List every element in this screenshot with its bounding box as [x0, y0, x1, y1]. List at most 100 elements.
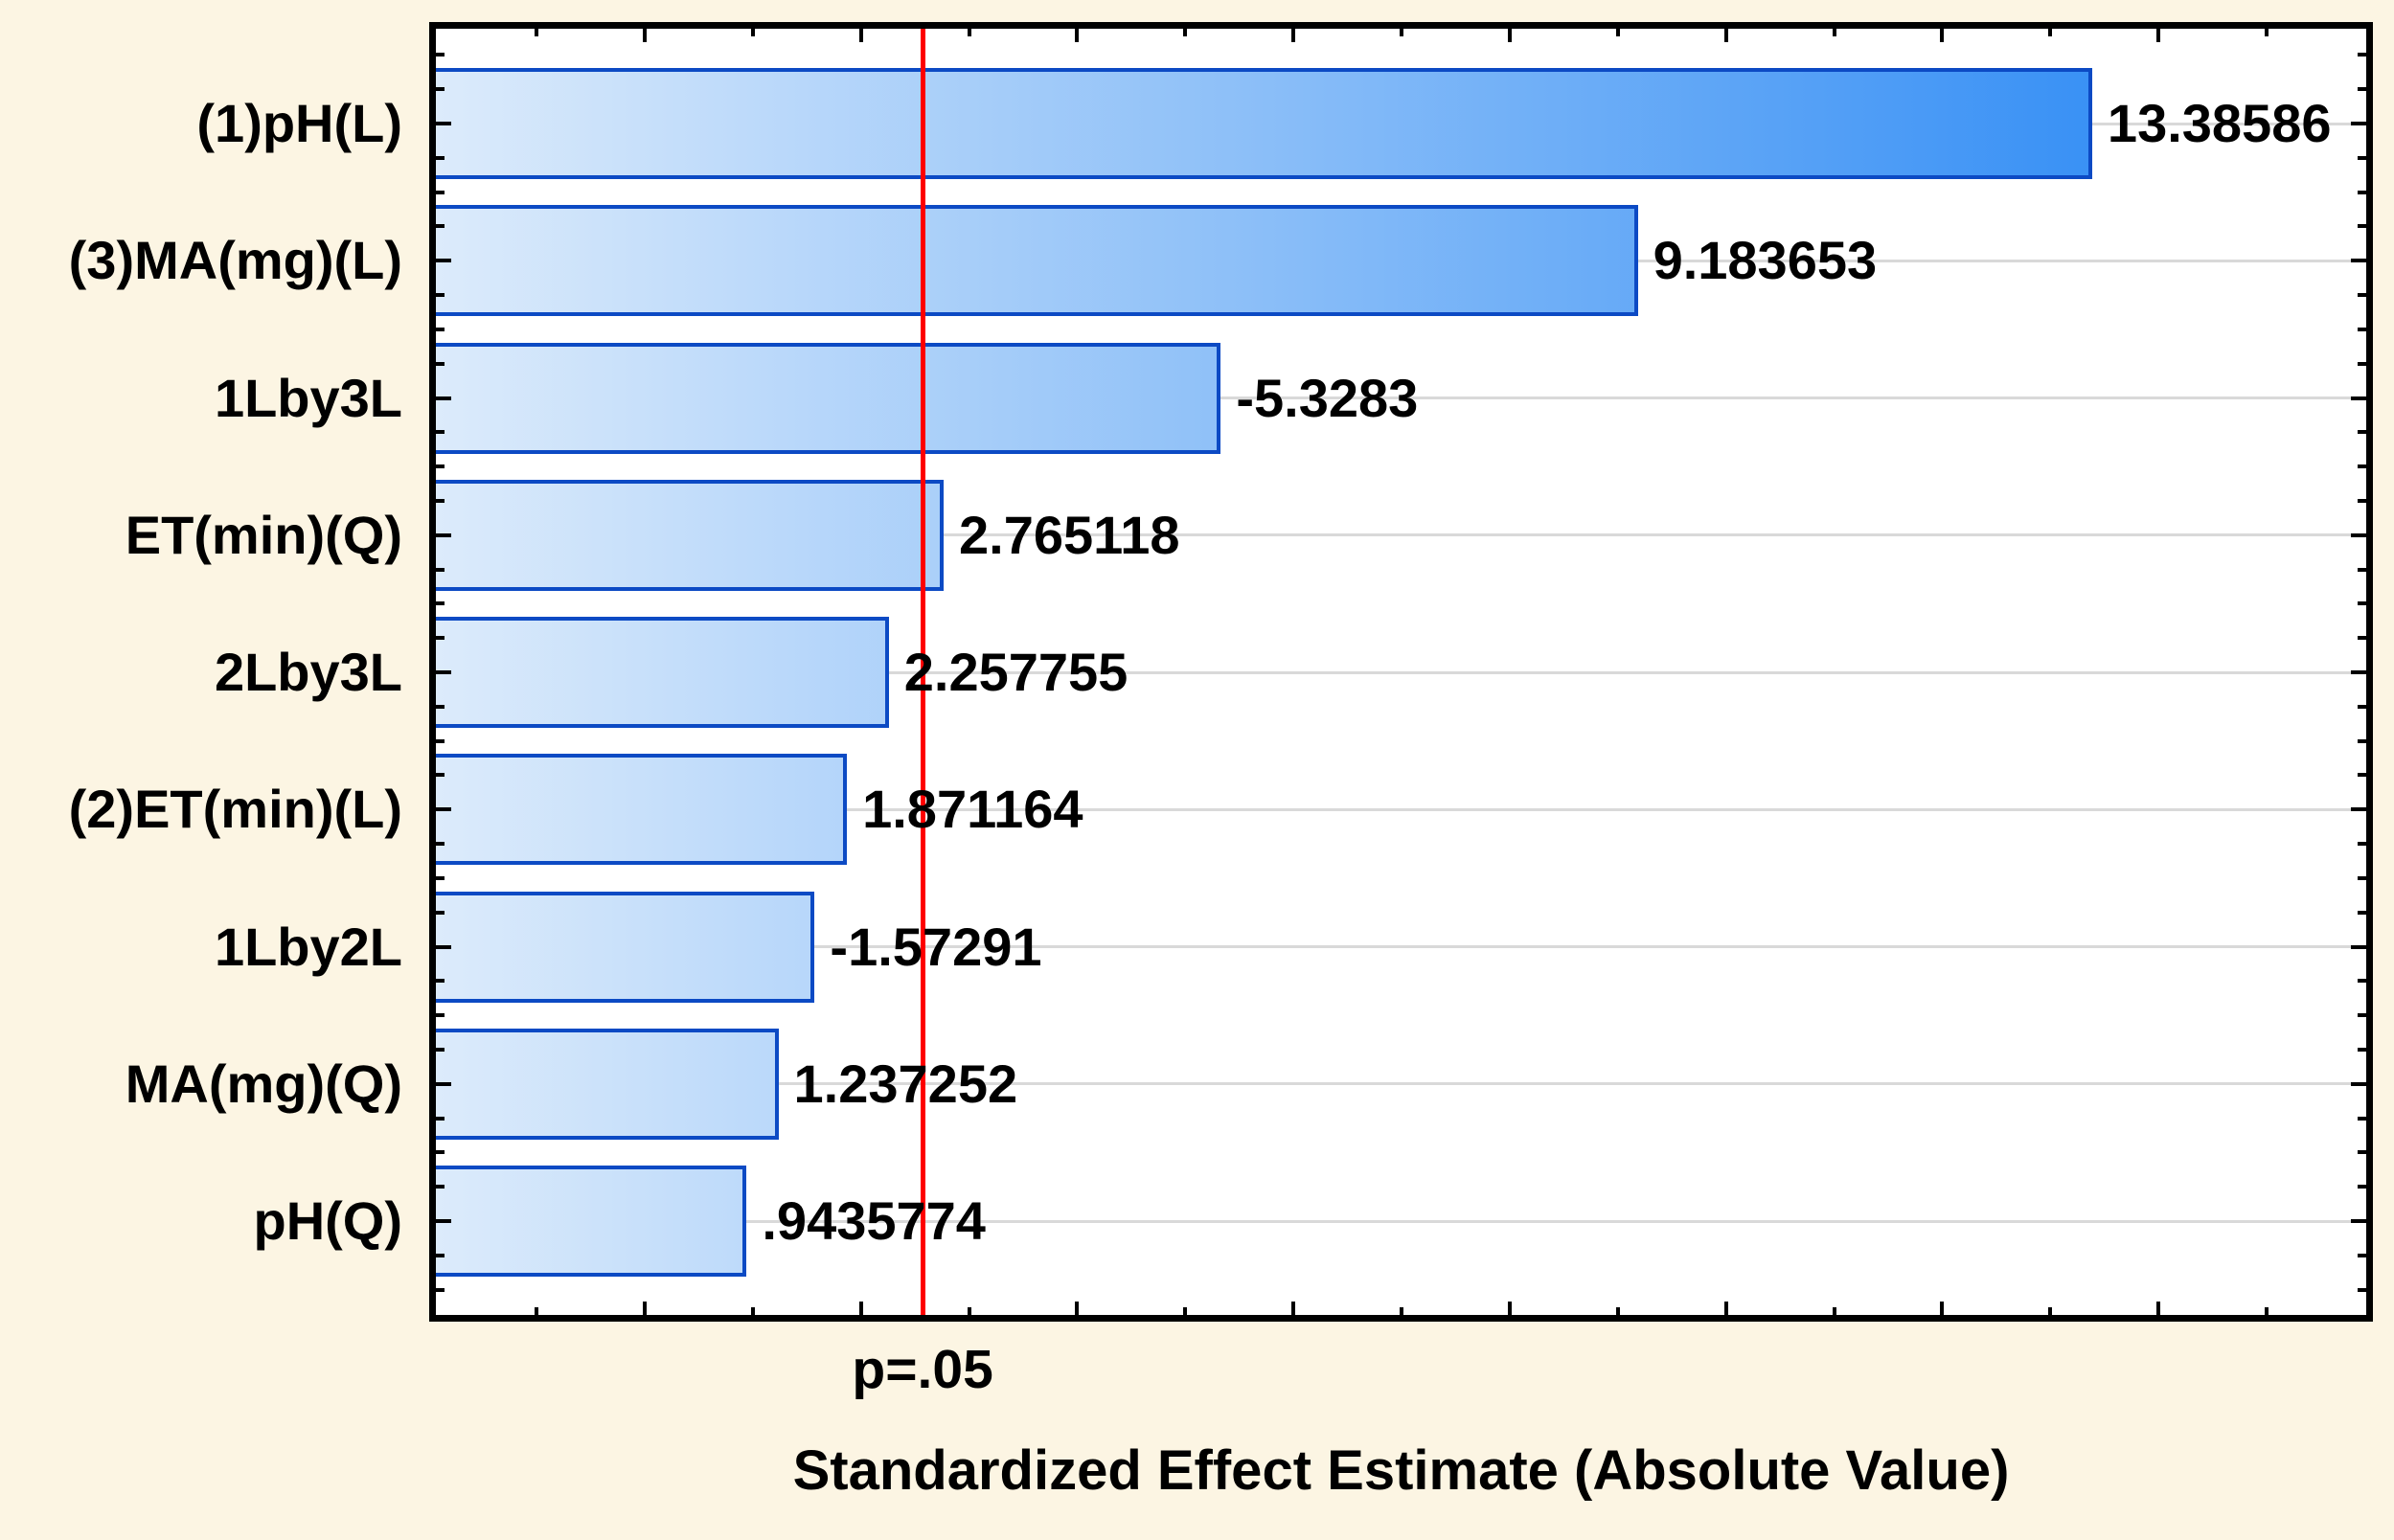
bar-2Lby3L — [436, 617, 889, 728]
bar-value-label: .9435774 — [762, 1190, 986, 1251]
bar-MA(mg)(Q) — [436, 1028, 779, 1140]
category-label-ET(min)(Q): ET(min)(Q) — [125, 504, 402, 565]
y-axis-right-tick-major — [2351, 532, 2366, 537]
x-axis-tick-minor — [1183, 1307, 1188, 1315]
y-axis-right-tick-minor — [2358, 190, 2366, 194]
y-axis-right-tick-major — [2351, 807, 2366, 812]
y-axis-tick-minor — [436, 464, 445, 469]
bar-1Lby3L — [436, 342, 1221, 454]
x-axis-top-tick-minor — [1183, 29, 1188, 36]
y-axis-tick-major — [436, 944, 451, 949]
bar-pH(Q) — [436, 1166, 747, 1277]
x-axis-top-tick-minor — [1615, 29, 1620, 36]
y-axis-right-tick-major — [2351, 259, 2366, 263]
y-axis-tick-minor — [436, 53, 445, 57]
x-axis-top-tick-minor — [534, 29, 538, 36]
y-axis-right-tick-major — [2351, 670, 2366, 674]
gridline — [436, 533, 2366, 537]
y-axis-right-tick-minor — [2358, 1150, 2366, 1155]
y-axis-tick-minor — [436, 190, 445, 194]
plot-area: 13.38586 9.183653 -5.3283 2.765118 2.257755 1… — [436, 29, 2366, 1315]
x-axis-tick-minor — [1615, 1307, 1620, 1315]
x-axis-top-tick-major — [1291, 29, 1296, 42]
y-axis-tick-minor — [436, 601, 445, 606]
y-axis-tick-minor — [436, 979, 445, 984]
bar-value-label: -5.3283 — [1236, 367, 1419, 428]
y-axis-tick-minor — [436, 1116, 445, 1121]
y-axis-right-tick-minor — [2358, 910, 2366, 915]
y-axis-right-tick-major — [2351, 944, 2366, 949]
x-axis-tick-major — [1291, 1302, 1296, 1315]
bar-value-label: 1.871164 — [862, 779, 1083, 840]
x-axis-top-tick-major — [1940, 29, 1945, 42]
y-axis-tick-minor — [436, 1047, 445, 1052]
y-axis-tick-minor — [436, 1013, 445, 1018]
category-label-1Lby3L: 1Lby3L — [214, 367, 402, 428]
plot-frame: 13.38586 9.183653 -5.3283 2.765118 2.257755 1… — [429, 22, 2373, 1322]
y-axis-right-tick-minor — [2358, 293, 2366, 298]
category-label-MA(mg)(Q): MA(mg)(Q) — [125, 1053, 402, 1114]
y-axis-right-tick-minor — [2358, 361, 2366, 366]
y-axis-tick-minor — [436, 842, 445, 847]
x-axis-top-tick-major — [858, 29, 863, 42]
y-axis-tick-minor — [436, 224, 445, 229]
x-axis-tick-minor — [1400, 1307, 1404, 1315]
bar-(1)pH(L) — [436, 68, 2092, 179]
y-axis-right-tick-minor — [2358, 87, 2366, 92]
x-axis-tick-minor — [967, 1307, 971, 1315]
x-axis-tick-major — [1940, 1302, 1945, 1315]
y-axis-tick-minor — [436, 498, 445, 503]
x-axis-top-tick-minor — [2048, 29, 2053, 36]
category-label-(3)MA(mg)(L): (3)MA(mg)(L) — [68, 230, 402, 291]
x-axis-top-tick-major — [1075, 29, 1080, 42]
x-axis-tick-minor — [750, 1307, 755, 1315]
y-axis-tick-minor — [436, 361, 445, 366]
x-axis-top-tick-minor — [2265, 29, 2269, 36]
category-label-pH(Q): pH(Q) — [253, 1190, 402, 1251]
y-axis-right-tick-minor — [2358, 1287, 2366, 1292]
gridline — [436, 945, 2366, 948]
y-axis-right-tick-minor — [2358, 1116, 2366, 1121]
y-axis-tick-minor — [436, 430, 445, 435]
x-axis-top-tick-minor — [1832, 29, 1836, 36]
p-value-reference-label: p=.05 — [852, 1339, 993, 1400]
y-axis-right-tick-minor — [2358, 636, 2366, 641]
category-label-1Lby2L: 1Lby2L — [214, 916, 402, 977]
x-axis-tick-major — [1507, 1302, 1512, 1315]
y-axis-tick-minor — [436, 567, 445, 572]
x-axis-tick-major — [858, 1302, 863, 1315]
y-axis-tick-minor — [436, 293, 445, 298]
y-axis-right-tick-minor — [2358, 1047, 2366, 1052]
x-axis-title: Standardized Effect Estimate (Absolute V… — [792, 1439, 2010, 1502]
bar-value-label: 1.237252 — [793, 1053, 1018, 1114]
y-axis-tick-minor — [436, 87, 445, 92]
gridline — [436, 1082, 2366, 1086]
y-axis-right-tick-minor — [2358, 567, 2366, 572]
y-axis-right-tick-major — [2351, 122, 2366, 125]
x-axis-tick-minor — [1832, 1307, 1836, 1315]
y-axis-tick-minor — [436, 636, 445, 641]
y-axis-right-tick-minor — [2358, 773, 2366, 778]
bar-ET(min)(Q) — [436, 479, 944, 591]
y-axis-right-tick-major — [2351, 1219, 2366, 1223]
x-axis-top-tick-minor — [1400, 29, 1404, 36]
x-axis-top-tick-minor — [750, 29, 755, 36]
y-axis-right-tick-minor — [2358, 601, 2366, 606]
category-label-(1)pH(L): (1)pH(L) — [196, 93, 402, 153]
y-axis-right-tick-minor — [2358, 53, 2366, 57]
y-axis-right-tick-minor — [2358, 1185, 2366, 1189]
y-axis-tick-minor — [436, 155, 445, 160]
y-axis-right-tick-minor — [2358, 842, 2366, 847]
bar-value-label: 2.765118 — [959, 504, 1180, 565]
category-label-(2)ET(min)(L): (2)ET(min)(L) — [68, 779, 402, 840]
y-axis-right-tick-minor — [2358, 498, 2366, 503]
y-axis-right-tick-minor — [2358, 155, 2366, 160]
y-axis-tick-major — [436, 807, 451, 812]
x-axis-tick-major — [1723, 1302, 1728, 1315]
y-axis-right-tick-minor — [2358, 430, 2366, 435]
x-axis-top-tick-major — [642, 29, 647, 42]
bar-value-label: 13.38586 — [2107, 93, 2332, 153]
y-axis-right-tick-minor — [2358, 875, 2366, 880]
y-axis-tick-minor — [436, 1185, 445, 1189]
